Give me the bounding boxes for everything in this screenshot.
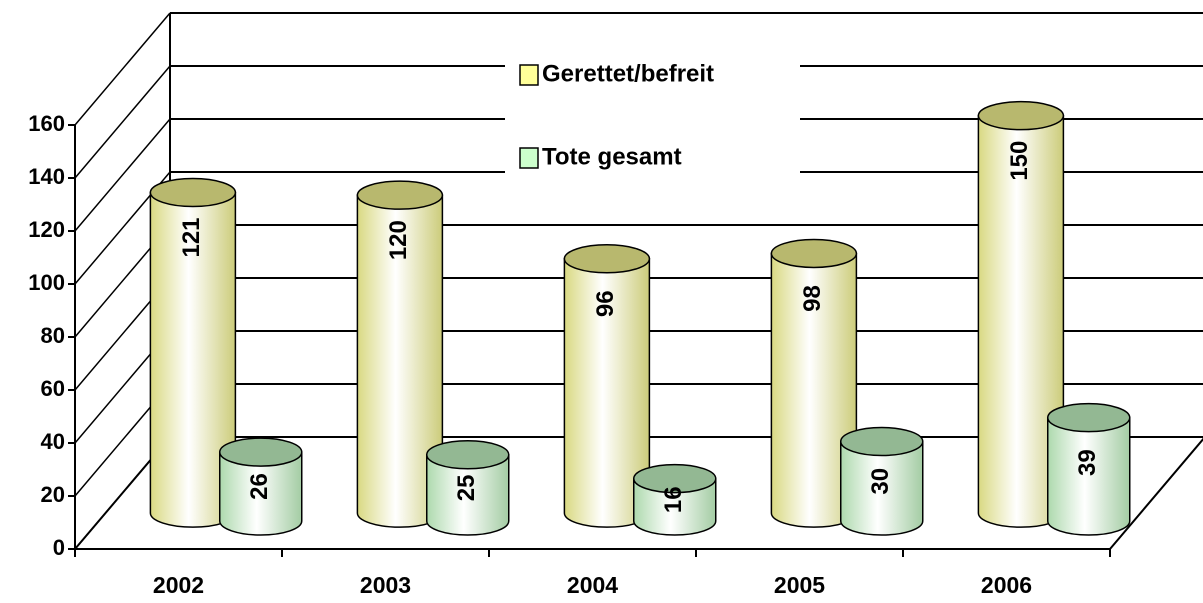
- x-tick-label: 2002: [153, 572, 204, 598]
- y-tick-label: 0: [53, 535, 65, 560]
- cylinder-top: [426, 440, 510, 470]
- cylinder-top: [977, 100, 1065, 131]
- cylinder-body: [1047, 416, 1131, 536]
- value-label: 16: [660, 486, 687, 513]
- cylinder: [426, 440, 510, 536]
- legend-box: [505, 45, 800, 185]
- cylinder: [563, 244, 651, 528]
- legend-label: Tote gesamt: [542, 143, 682, 170]
- cylinder-top: [563, 244, 651, 274]
- cylinder: [219, 437, 303, 536]
- value-label: 26: [246, 473, 273, 500]
- cylinder-body: [426, 454, 510, 536]
- y-tick-label: 40: [41, 429, 65, 454]
- cylinder-top: [149, 177, 237, 208]
- x-tick-label: 2005: [774, 572, 825, 598]
- legend-label: Gerettet/befreit: [542, 60, 714, 87]
- cylinder-top: [1047, 402, 1131, 433]
- cylinder-top: [219, 437, 303, 467]
- value-label: 25: [453, 475, 480, 502]
- grid-line-side: [74, 65, 171, 179]
- y-tick-label: 120: [28, 217, 65, 242]
- cylinder: [356, 180, 444, 528]
- value-label: 150: [1006, 141, 1033, 181]
- cylinder-top: [770, 238, 858, 269]
- legend-swatch: [519, 147, 539, 169]
- value-label: 96: [592, 290, 619, 317]
- cylinder-top: [633, 463, 717, 494]
- value-label: 39: [1074, 449, 1101, 476]
- value-label: 120: [385, 220, 412, 260]
- y-tick-label: 140: [28, 164, 65, 189]
- cylinder-body: [219, 451, 303, 536]
- value-label: 98: [799, 285, 826, 312]
- y-tick-label: 100: [28, 270, 65, 295]
- grid-line-side: [74, 118, 171, 232]
- value-label: 30: [867, 468, 894, 495]
- cylinder-top: [356, 180, 444, 210]
- y-tick-label: 80: [41, 323, 65, 348]
- grid-line-side: [74, 12, 171, 126]
- cylinder: [840, 426, 924, 536]
- x-tick-label: 2006: [981, 572, 1032, 598]
- y-tick-label: 60: [41, 376, 65, 401]
- cylinder-top: [840, 426, 924, 457]
- cylinder: [770, 238, 858, 528]
- cylinder: [1047, 402, 1131, 536]
- x-tick-label: 2004: [567, 572, 618, 598]
- cylinder-body: [633, 477, 717, 536]
- legend-swatch: [519, 64, 539, 86]
- y-tick-label: 20: [41, 482, 65, 507]
- y-tick-label: 160: [28, 111, 65, 136]
- cylinder: [633, 463, 717, 536]
- x-tick-label: 2003: [360, 572, 411, 598]
- value-label: 121: [178, 217, 205, 257]
- cylinder: [977, 100, 1065, 528]
- cylinder-body: [840, 440, 924, 536]
